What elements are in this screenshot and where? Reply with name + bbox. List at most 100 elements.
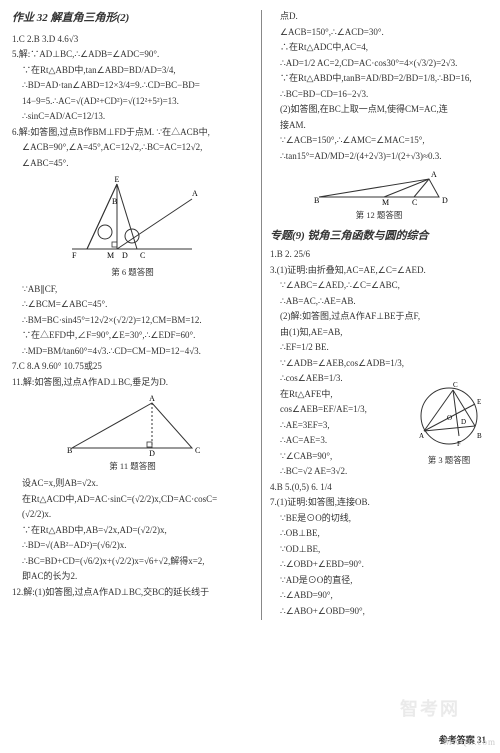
text-line: ∴∠ABO+∠OBD=90°, xyxy=(270,605,488,619)
svg-text:E: E xyxy=(115,175,120,184)
svg-text:A: A xyxy=(431,170,437,179)
text-line: 12.解:(1)如答图,过点A作AD⊥BC,交BC的延长线于 xyxy=(12,586,253,600)
text-line: ∵在Rt△ABD中,tan∠ABD=BD/AD=3/4, xyxy=(12,64,253,78)
text-line: 1.C 2.B 3.D 4.6√3 xyxy=(12,33,253,47)
figure-11-caption: 第 11 题答图 xyxy=(109,460,155,473)
text-line: cos∠AEB=EF/AE=1/3, xyxy=(270,403,406,417)
text-line: ∴BD=√(AB²−AD²)=(√6/2)x. xyxy=(12,539,253,553)
svg-text:O: O xyxy=(447,414,452,422)
sub-section-title: 专题(9) 锐角三角函数与圆的综合 xyxy=(270,228,488,245)
watermark-url: MXQE.com xyxy=(444,736,496,750)
text-line: 4.B 5.(0,5) 6. 1/4 xyxy=(270,481,488,495)
text-line: (2)如答图,在BC上取一点M,使得CM=AC,连 xyxy=(270,103,488,117)
svg-text:M: M xyxy=(107,251,114,260)
text-line: ∵AD是⊙O的直径, xyxy=(270,574,488,588)
figure-12: B M C D A 第 12 题答图 xyxy=(270,167,488,222)
figure-11-svg: A B C D xyxy=(57,393,207,458)
figure-3-caption: 第 3 题答图 xyxy=(428,454,471,467)
svg-text:A: A xyxy=(192,189,198,198)
text-line: ∵∠ACB=150°,∴∠AMC=∠MAC=15°, xyxy=(270,134,488,148)
svg-text:B: B xyxy=(112,197,117,206)
text-line: ∴∠ABD=90°, xyxy=(270,589,488,603)
svg-text:F: F xyxy=(457,440,461,448)
text-line: ∴AD=1/2 AC=2,CD=AC·cos30°=4×(√3/2)=2√3. xyxy=(270,57,488,71)
figure-6-caption: 第 6 题答图 xyxy=(111,266,154,279)
text-line: 接AM. xyxy=(270,119,488,133)
text-line: ∵在Rt△ABD中,tanB=AD/BD=2/BD=1/8,∴BD=16, xyxy=(270,72,488,86)
figure-6-svg: E B A F M D C xyxy=(62,174,202,264)
text-line: ∵在Rt△ABD中,AB=√2x,AD=(√2/2)x, xyxy=(12,524,253,538)
svg-text:B: B xyxy=(67,446,72,455)
text-figure-row: ∴cos∠AEB=1/3. 在Rt△AFE中, cos∠AEB=EF/AE=1/… xyxy=(270,372,488,481)
watermark-text: 智考网 xyxy=(400,696,460,723)
svg-text:C: C xyxy=(453,381,458,389)
text-line: ∵∠CAB=90°, xyxy=(270,450,406,464)
svg-text:A: A xyxy=(419,432,424,440)
text-line: ∠ACB=150°,∴∠ACD=30°. xyxy=(270,26,488,40)
text-line: ∵∠ADB=∠AEB,cos∠ADB=1/3, xyxy=(270,357,488,371)
text-line: 在Rt△ACD中,AD=AC·sinC=(√2/2)x,CD=AC·cosC= xyxy=(12,493,253,507)
svg-text:M: M xyxy=(382,198,389,207)
svg-text:A: A xyxy=(150,394,156,403)
figure-12-caption: 第 12 题答图 xyxy=(356,209,403,222)
text-line: 设AC=x,则AB=√2x. xyxy=(12,477,253,491)
text-line: ∴BC=BD+CD=(√6/2)x+(√2/2)x=√6+√2,解得x=2, xyxy=(12,555,253,569)
text-line: ∴在Rt△ADC中,AC=4, xyxy=(270,41,488,55)
text-line: ∵BE是⊙O的切线, xyxy=(270,512,488,526)
text-block: ∴cos∠AEB=1/3. 在Rt△AFE中, cos∠AEB=EF/AE=1/… xyxy=(270,372,406,481)
text-line: ∴OB⊥BE, xyxy=(270,527,488,541)
text-line: 7.(1)证明:如答图,连接OB. xyxy=(270,496,488,510)
text-line: (√2/2)x. xyxy=(12,508,253,522)
svg-text:B: B xyxy=(477,432,482,440)
text-line: ∴tan15°=AD/MD=2/(4+2√3)=1/(2+√3)≈0.3. xyxy=(270,150,488,164)
text-line: ∴AB=AC,∴AE=AB. xyxy=(270,295,488,309)
svg-text:B: B xyxy=(314,196,319,205)
text-line: 7.C 8.A 9.60° 10.75或25 xyxy=(12,360,253,374)
text-line: ∵∠ABC=∠AED,∴∠C=∠ABC, xyxy=(270,279,488,293)
text-line: ∠ABC=45°. xyxy=(12,157,253,171)
text-line: ∴BC=√2 AE=3√2. xyxy=(270,465,406,479)
svg-text:C: C xyxy=(140,251,145,260)
text-line: ∴BD=AD·tan∠ABD=12×3/4=9.∴CD=BC−BD= xyxy=(12,79,253,93)
text-line: ∴∠OBD+∠EBD=90°. xyxy=(270,558,488,572)
text-line: 即AC的长为2. xyxy=(12,570,253,584)
text-line: ∵AB∥CF, xyxy=(12,283,253,297)
text-line: ∵在△EFD中,∠F=90°,∠E=30°,∴∠EDF=60°. xyxy=(12,329,253,343)
text-line: (2)解:如答图,过点A作AF⊥BE于点F, xyxy=(270,310,488,324)
text-line: 点D. xyxy=(270,10,488,24)
text-line: 由(1)知,AE=AB, xyxy=(270,326,488,340)
text-line: 14−9=5.∴AC=√(AD²+CD²)=√(12²+5²)=13. xyxy=(12,95,253,109)
text-line: ∴∠BCM=∠ABC=45°. xyxy=(12,298,253,312)
text-line: ∴sinC=AD/AC=12/13. xyxy=(12,110,253,124)
text-line: 1.B 2. 25/6 xyxy=(270,248,488,262)
column-right: 点D. ∠ACB=150°,∴∠ACD=30°. ∴在Rt△ADC中,AC=4,… xyxy=(261,10,488,620)
page: 作业 32 解直角三角形(2) 1.C 2.B 3.D 4.6√3 5.解:∵A… xyxy=(0,0,500,640)
figure-3-svg: A B C E O D F xyxy=(411,376,487,452)
text-line: 11.解:如答图,过点A作AD⊥BC,垂足为D. xyxy=(12,376,253,390)
text-line: ∠ACB=90°,∠A=45°,AC=12√2,∴BC=AC=12√2, xyxy=(12,141,253,155)
text-line: ∴BC=BD−CD=16−2√3. xyxy=(270,88,488,102)
text-line: 在Rt△AFE中, xyxy=(270,388,406,402)
text-line: ∴EF=1/2 BE. xyxy=(270,341,488,355)
text-line: ∵OD⊥BE, xyxy=(270,543,488,557)
svg-text:D: D xyxy=(122,251,128,260)
svg-text:D: D xyxy=(150,449,156,458)
svg-text:C: C xyxy=(195,446,200,455)
text-line: ∴BM=BC·sin45°=12√2×(√2/2)=12,CM=BM=12. xyxy=(12,314,253,328)
text-line: ∴AC=AE=3. xyxy=(270,434,406,448)
column-left: 作业 32 解直角三角形(2) 1.C 2.B 3.D 4.6√3 5.解:∵A… xyxy=(12,10,253,620)
text-line: ∴AE=3EF=3, xyxy=(270,419,406,433)
section-title: 作业 32 解直角三角形(2) xyxy=(12,10,253,27)
svg-text:D: D xyxy=(442,196,448,205)
text-line: ∴MD=BM/tan60°=4√3.∴CD=CM−MD=12−4√3. xyxy=(12,345,253,359)
svg-text:D: D xyxy=(461,418,466,426)
figure-11: A B C D 第 11 题答图 xyxy=(12,393,253,473)
text-line: 6.解:如答图,过点B作BM⊥FD于点M. ∵在△ACB中, xyxy=(12,126,253,140)
svg-text:C: C xyxy=(412,198,417,207)
text-line: ∴cos∠AEB=1/3. xyxy=(270,372,406,386)
figure-6: E B A F M D C 第 6 题答图 xyxy=(12,174,253,279)
text-line: 5.解:∵AD⊥BC,∴∠ADB=∠ADC=90°. xyxy=(12,48,253,62)
svg-text:E: E xyxy=(477,398,481,406)
text-line: 3.(1)证明:由折叠知,AC=AE,∠C=∠AED. xyxy=(270,264,488,278)
figure-3: A B C E O D F 第 3 题答图 xyxy=(410,376,488,477)
